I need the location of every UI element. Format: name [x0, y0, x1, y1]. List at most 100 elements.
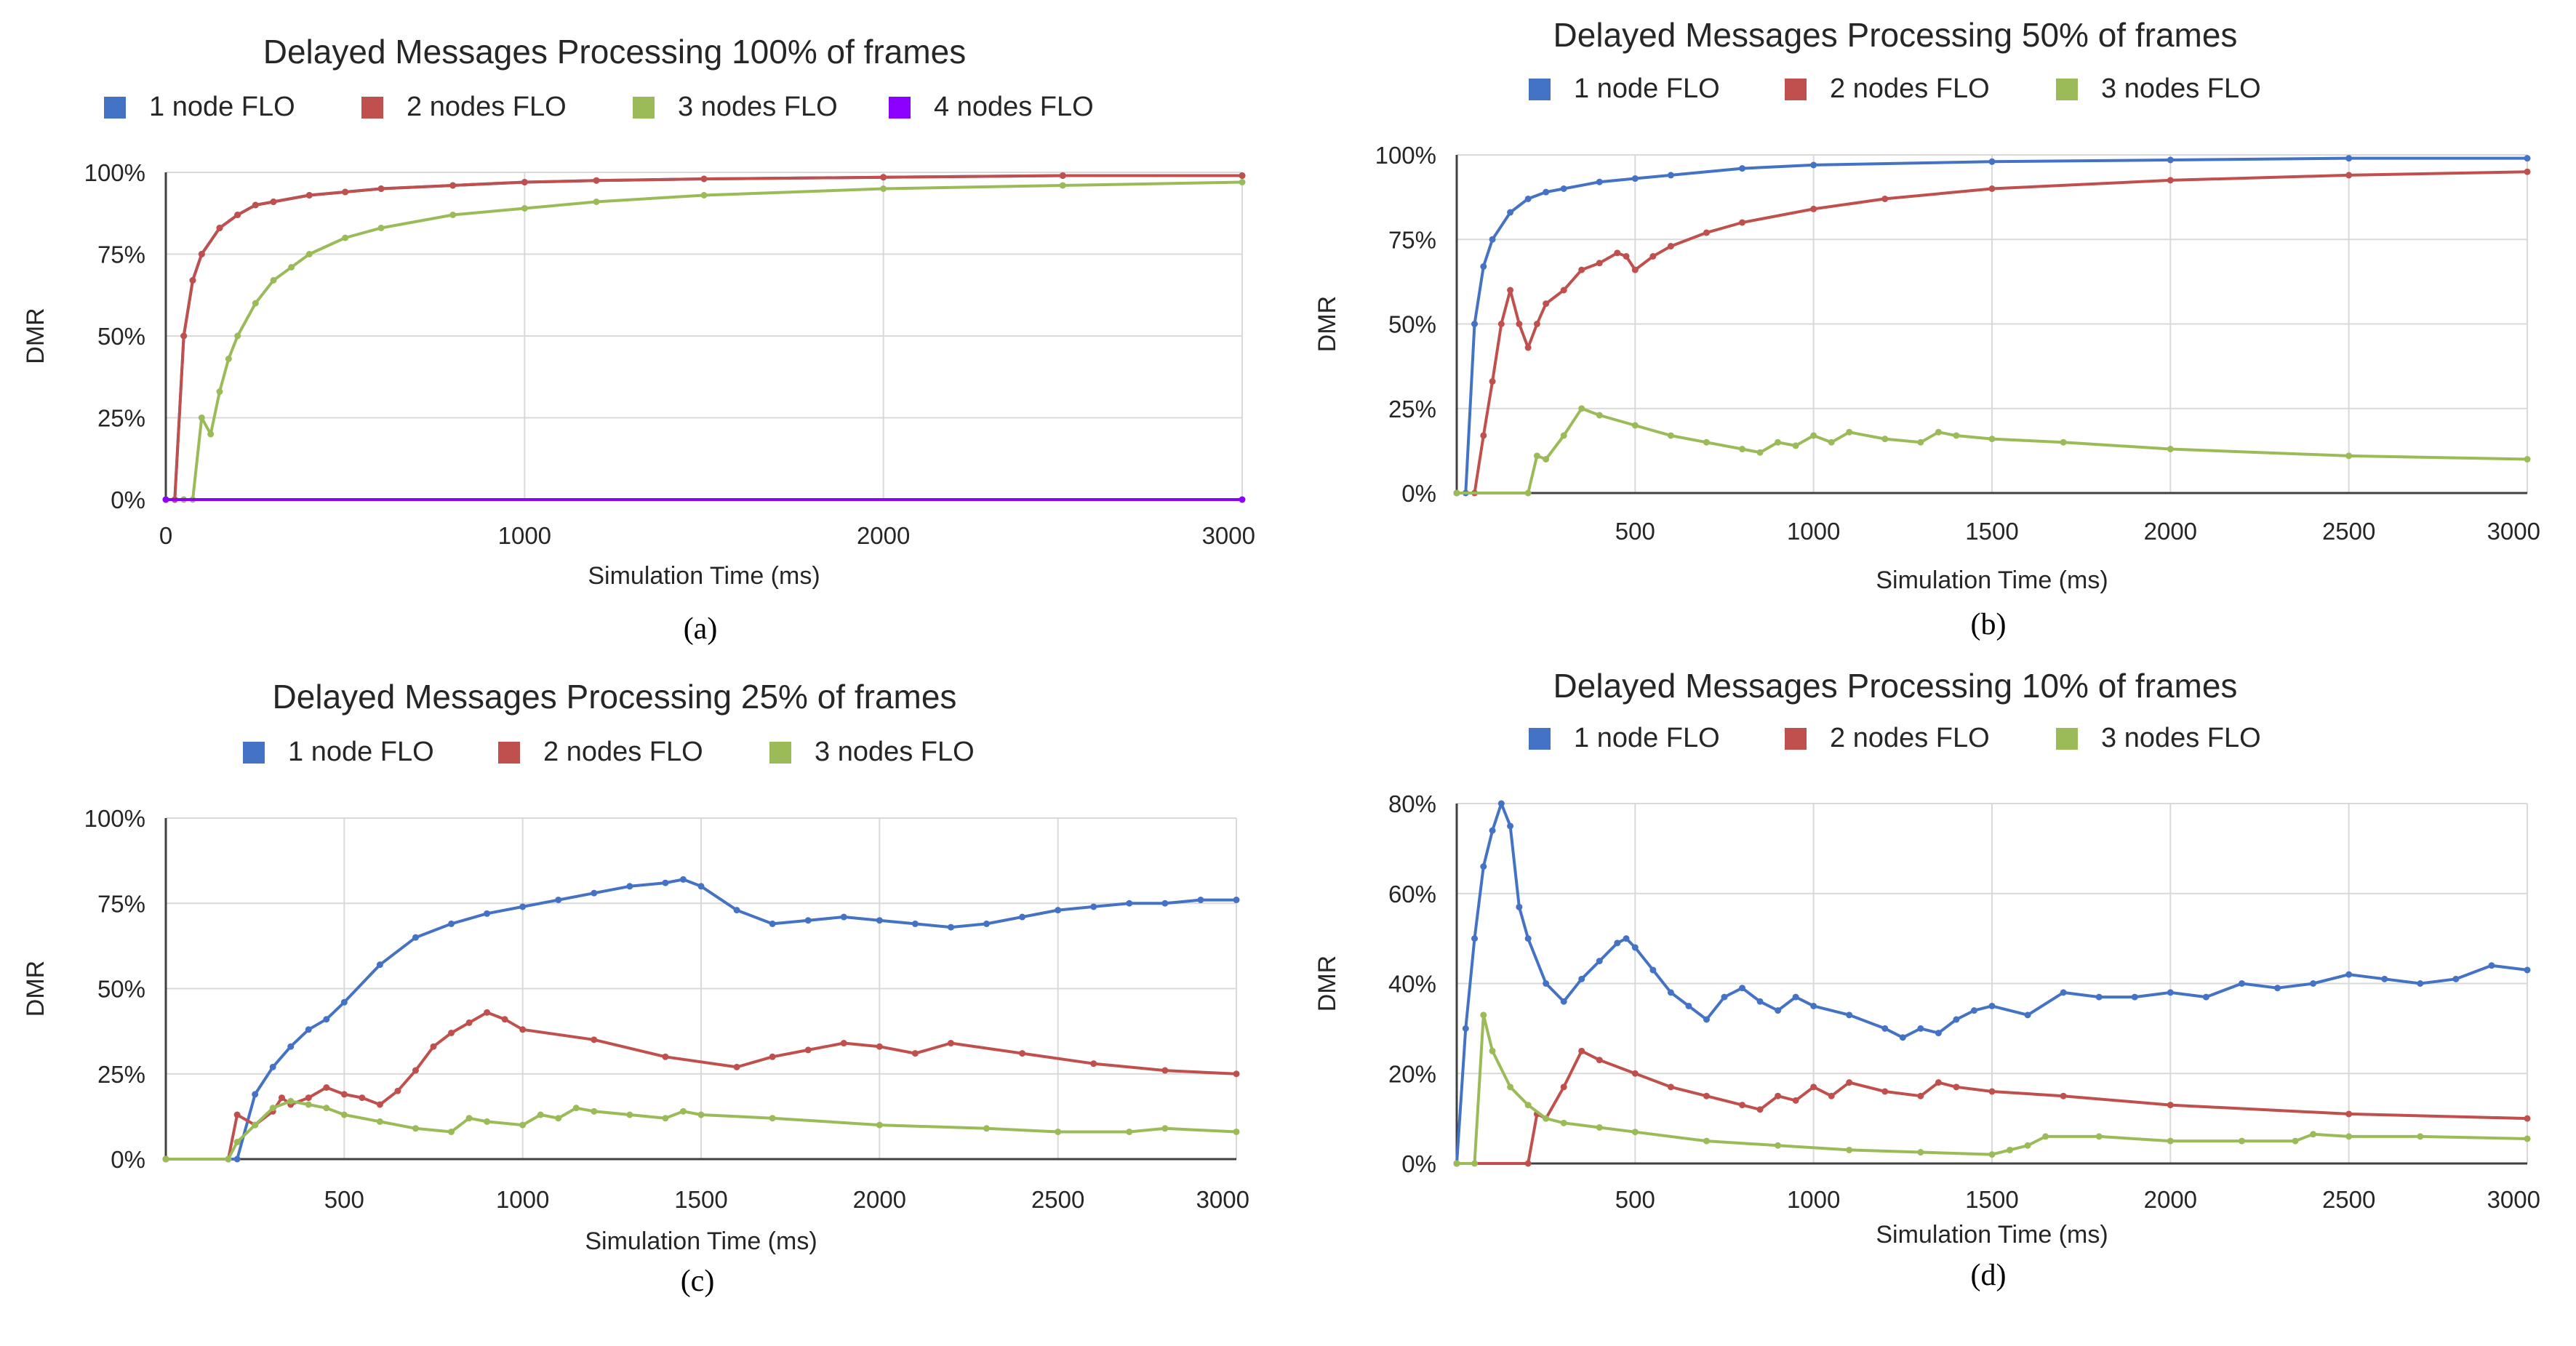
data-point [1970, 1007, 1977, 1014]
data-point [1471, 1160, 1479, 1167]
data-point [162, 1155, 169, 1163]
data-point [1775, 438, 1782, 446]
panel-caption: (d) [1971, 1259, 2007, 1292]
data-point [1126, 1128, 1133, 1135]
data-point [1703, 438, 1710, 446]
data-point [412, 1067, 419, 1074]
data-point [1578, 266, 1585, 273]
data-point [1596, 1124, 1603, 1131]
y-tick-label: 0% [111, 486, 145, 513]
data-point [448, 920, 455, 927]
data-point [2292, 1137, 2299, 1145]
data-point [1596, 958, 1603, 965]
data-point [1792, 442, 1799, 449]
data-point [1667, 432, 1674, 439]
data-point [2167, 989, 2174, 996]
data-point [1055, 907, 1062, 914]
data-point [269, 1063, 276, 1070]
chart-panel-1: Delayed Messages Processing 100% of fram… [22, 33, 1255, 646]
x-tick-label: 2500 [2322, 518, 2375, 545]
data-point [234, 332, 241, 340]
data-point [983, 1125, 991, 1132]
data-point [700, 175, 708, 183]
data-point [1489, 378, 1496, 385]
data-point [2310, 980, 2317, 987]
data-point [342, 188, 349, 196]
data-point [1019, 913, 1026, 921]
data-point [340, 1111, 348, 1118]
x-tick-label: 2000 [853, 1186, 906, 1213]
data-point [537, 1111, 544, 1118]
legend-label-2: 2 nodes FLO [407, 92, 567, 122]
data-point [412, 1125, 419, 1132]
data-point [733, 907, 740, 914]
chart-panel-4: Delayed Messages Processing 10% of frame… [1313, 667, 2540, 1292]
data-point [305, 1094, 312, 1102]
series-line-1 [166, 174, 1242, 501]
y-tick-label: 0% [1401, 1150, 1436, 1177]
data-point [662, 1115, 669, 1122]
x-tick-label: 1000 [496, 1186, 549, 1213]
data-point [1935, 1079, 1942, 1086]
y-axis-label: DMR [1313, 956, 1341, 1011]
data-point [519, 1026, 527, 1033]
data-point [1126, 900, 1133, 907]
data-point [323, 1016, 330, 1023]
panel-caption: (a) [684, 612, 718, 646]
data-point [1703, 1016, 1710, 1023]
data-point [679, 1107, 687, 1115]
data-point [449, 212, 457, 218]
x-tick-label: 3000 [2487, 1186, 2540, 1213]
data-point [377, 185, 385, 192]
data-point [1810, 432, 1817, 439]
legend-swatch-1 [1529, 728, 1551, 750]
data-point [700, 192, 708, 199]
data-point [804, 917, 812, 924]
data-point [769, 920, 776, 927]
x-tick-label: 1000 [1787, 1186, 1840, 1213]
data-point [1792, 1097, 1799, 1104]
data-point [1239, 179, 1246, 185]
legend-swatch-3 [633, 97, 655, 119]
data-point [1721, 993, 1728, 1001]
data-point [1524, 489, 1532, 497]
data-point [947, 1040, 954, 1047]
data-point [449, 182, 457, 189]
data-point [2274, 985, 2281, 992]
data-point [376, 1101, 383, 1108]
x-tick-label: 2500 [1031, 1186, 1084, 1213]
y-tick-label: 50% [1388, 311, 1436, 338]
data-point [876, 1121, 883, 1129]
data-point [1533, 452, 1540, 460]
data-point [412, 934, 419, 941]
data-point [1560, 1083, 1567, 1091]
data-point [1462, 1025, 1469, 1032]
legend-label-1: 1 node FLO [288, 737, 434, 767]
data-point [2167, 156, 2174, 164]
data-point [2524, 155, 2531, 162]
data-point [1988, 436, 1996, 443]
data-point [2345, 452, 2353, 460]
data-point [323, 1105, 330, 1112]
chart-panel-3: Delayed Messages Processing 25% of frame… [22, 678, 1249, 1298]
data-point [1846, 1146, 1853, 1153]
data-point [2524, 1115, 2531, 1122]
data-point [1560, 998, 1567, 1005]
x-axis-label: Simulation Time (ms) [585, 1227, 817, 1255]
data-point [2524, 456, 2531, 462]
data-point [1846, 1079, 1853, 1086]
data-point [1667, 172, 1674, 179]
data-point [1775, 1092, 1782, 1099]
data-point [1988, 1151, 1996, 1158]
x-tick-label: 2000 [857, 522, 910, 549]
x-axis-label: Simulation Time (ms) [1876, 1221, 2108, 1249]
data-point [1524, 935, 1532, 942]
data-point [519, 903, 527, 910]
data-point [2524, 168, 2531, 175]
x-tick-label: 1500 [674, 1186, 727, 1213]
legend-swatch-4 [889, 97, 911, 119]
x-tick-label: 3000 [2487, 518, 2540, 545]
data-point [1453, 1160, 1460, 1167]
data-point [198, 251, 205, 257]
series-line-3 [166, 180, 1243, 501]
